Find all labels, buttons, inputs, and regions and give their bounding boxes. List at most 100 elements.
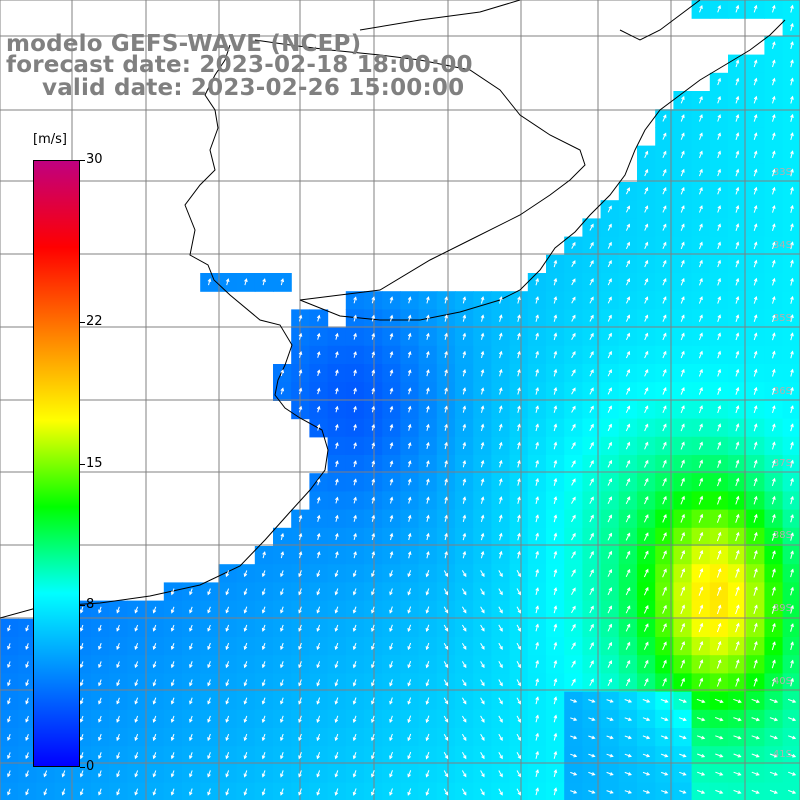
wind-arrow xyxy=(43,788,48,796)
wind-arrow xyxy=(570,699,578,703)
wind-arrow xyxy=(517,441,521,450)
forecast-date: forecast date: 2023-02-18 18:00:00 xyxy=(6,52,473,78)
wind-arrow xyxy=(298,697,302,705)
wind-arrow xyxy=(715,717,724,722)
wind-arrow xyxy=(280,661,284,669)
wind-arrow xyxy=(371,478,376,486)
wind-arrow xyxy=(79,679,84,687)
wind-arrow xyxy=(426,550,430,559)
wind-arrow xyxy=(733,771,742,776)
wind-arrow xyxy=(753,659,758,669)
wind-arrow xyxy=(98,624,102,632)
wind-arrow xyxy=(371,715,375,723)
wind-arrow xyxy=(480,661,485,669)
wind-arrow xyxy=(771,459,776,468)
wind-arrow xyxy=(735,640,740,651)
wind-arrow xyxy=(480,459,485,468)
wind-arrow xyxy=(371,770,375,778)
wind-arrow xyxy=(642,699,651,703)
wind-arrow xyxy=(335,369,339,377)
wind-arrow xyxy=(134,715,139,723)
wind-arrow xyxy=(624,717,633,721)
wind-arrow xyxy=(243,770,248,778)
wind-arrow xyxy=(589,405,594,413)
wind-arrow xyxy=(461,588,467,596)
wind-arrow xyxy=(335,551,339,559)
wind-arrow xyxy=(698,495,704,505)
wind-arrow xyxy=(660,735,669,740)
wind-arrow xyxy=(680,659,685,669)
wind-arrow xyxy=(444,496,448,504)
wind-arrow xyxy=(79,697,84,705)
wind-arrow xyxy=(407,733,412,742)
wind-arrow xyxy=(407,788,412,796)
colorbar-tick-label: 8 xyxy=(86,597,95,613)
wind-arrow xyxy=(480,478,485,486)
wind-arrow xyxy=(589,369,594,377)
wind-arrow xyxy=(607,568,612,577)
wind-arrow xyxy=(772,223,776,231)
wind-arrow xyxy=(498,679,503,687)
wind-arrow xyxy=(426,460,430,468)
wind-arrow xyxy=(535,332,539,341)
wind-arrow xyxy=(116,661,120,669)
wind-arrow xyxy=(735,296,740,304)
wind-arrow xyxy=(334,570,339,578)
wind-arrow xyxy=(443,588,448,596)
wind-arrow xyxy=(280,606,284,614)
wind-arrow xyxy=(570,735,578,740)
wind-arrow xyxy=(371,697,375,705)
wind-arrow xyxy=(698,477,703,487)
wind-arrow xyxy=(280,733,284,742)
wind-arrow xyxy=(772,113,776,122)
wind-arrow xyxy=(444,478,448,486)
wind-arrow xyxy=(280,532,285,541)
wind-arrow xyxy=(79,770,84,778)
wind-arrow xyxy=(189,679,193,687)
wind-arrow xyxy=(98,752,102,760)
wind-arrow xyxy=(733,753,742,758)
wind-arrow xyxy=(662,278,667,286)
wind-arrow xyxy=(480,514,485,523)
wind-arrow xyxy=(498,570,503,578)
wind-arrow xyxy=(680,241,685,250)
wind-arrow xyxy=(589,514,594,523)
wind-arrow xyxy=(772,59,776,68)
wind-arrow xyxy=(662,387,667,395)
wind-arrow xyxy=(553,277,558,286)
wind-arrow xyxy=(535,568,539,577)
wind-arrow xyxy=(426,387,430,395)
wind-arrow xyxy=(753,77,758,86)
wind-arrow xyxy=(170,752,175,760)
wind-arrow xyxy=(624,771,632,776)
wind-arrow xyxy=(425,642,430,651)
wind-arrow xyxy=(698,441,703,450)
wind-arrow xyxy=(735,204,740,213)
wind-arrow xyxy=(553,696,558,705)
wind-arrow xyxy=(753,477,758,487)
wind-arrow xyxy=(790,459,794,468)
wind-arrow xyxy=(680,495,685,505)
wind-arrow xyxy=(443,661,449,669)
valid-date: valid date: 2023-02-26 15:00:00 xyxy=(42,75,465,101)
wind-arrow xyxy=(735,350,740,359)
wind-arrow xyxy=(280,278,285,286)
wind-arrow xyxy=(553,532,558,541)
wind-arrow xyxy=(79,643,84,650)
wind-arrow xyxy=(535,423,539,432)
wind-arrow xyxy=(751,753,760,758)
wind-arrow xyxy=(335,332,339,340)
wind-arrow xyxy=(61,788,66,796)
latitude-label: 34S xyxy=(773,240,792,251)
wind-arrow xyxy=(134,679,139,687)
wind-arrow xyxy=(170,788,175,796)
wind-arrow xyxy=(680,132,685,140)
wind-arrow xyxy=(170,697,175,705)
wind-arrow xyxy=(352,752,357,760)
wind-arrow xyxy=(298,752,302,760)
wind-arrow xyxy=(262,551,266,559)
wind-arrow xyxy=(717,368,722,377)
wind-arrow xyxy=(607,241,612,249)
wind-arrow xyxy=(753,641,758,651)
wind-arrow xyxy=(7,734,11,741)
